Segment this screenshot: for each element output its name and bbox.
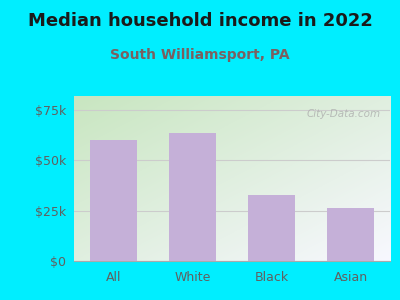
- Bar: [169, 133, 216, 261]
- Text: City-Data.com: City-Data.com: [306, 109, 380, 119]
- Text: Median household income in 2022: Median household income in 2022: [28, 12, 372, 30]
- Bar: [90, 140, 137, 261]
- Bar: [327, 208, 374, 261]
- Text: South Williamsport, PA: South Williamsport, PA: [110, 48, 290, 62]
- Bar: [248, 195, 295, 261]
